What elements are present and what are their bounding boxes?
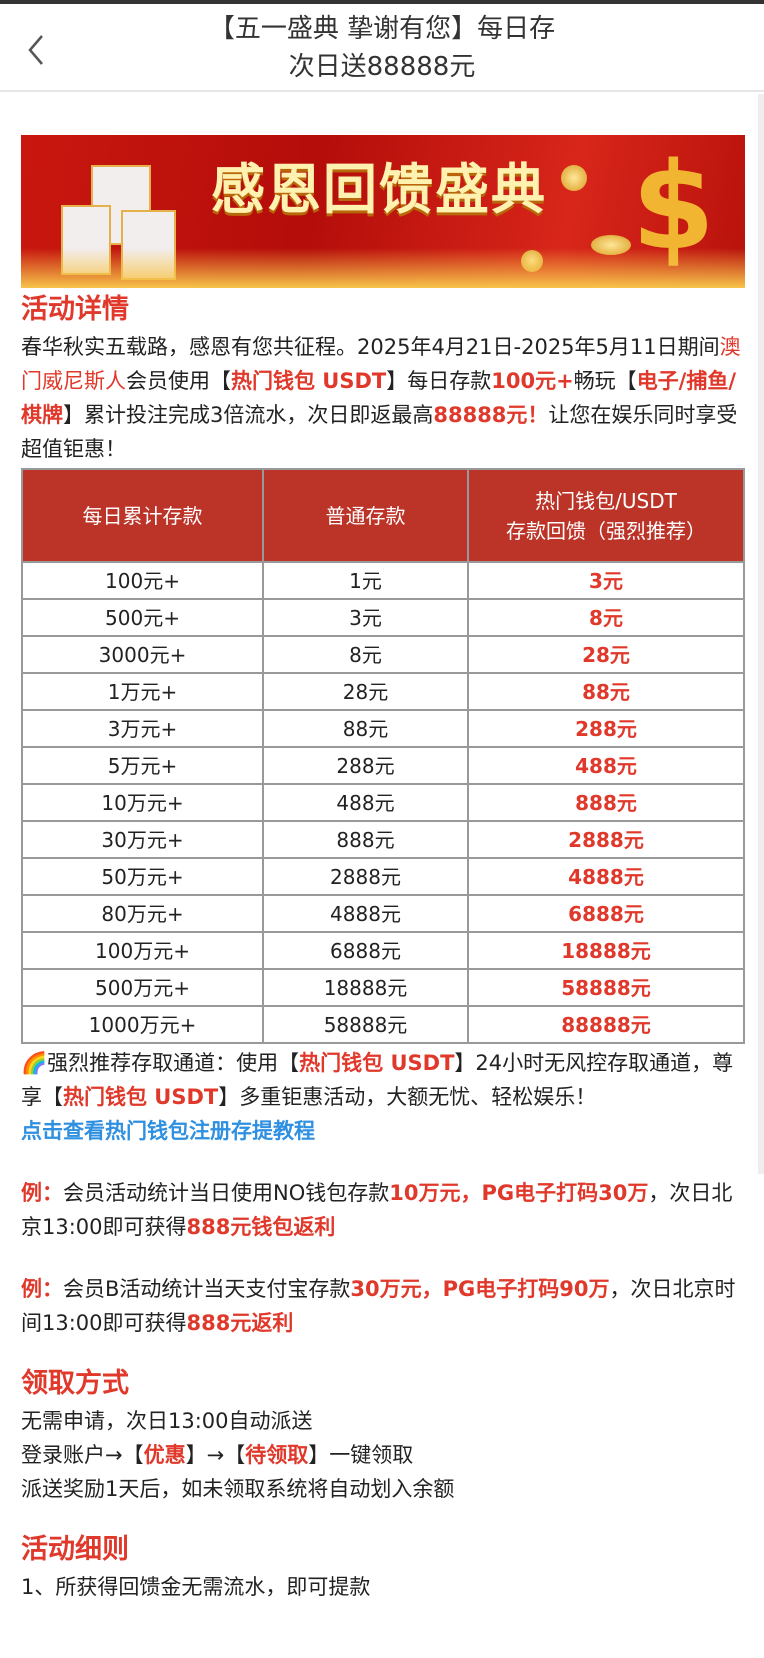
table-row: 1000万元+ 58888元 88888元 — [21, 1005, 745, 1044]
details-paragraph: 春华秋实五载路，感恩有您共征程。2025年4月21日-2025年5月11日期间澳… — [21, 335, 741, 461]
table-cell: 5万元+ — [21, 746, 264, 785]
table-cell: 1元 — [262, 561, 469, 600]
table-cell: 88888元 — [467, 1005, 745, 1044]
table-cell: 2888元 — [467, 820, 745, 859]
table-row: 100万元+ 6888元 18888元 — [21, 931, 745, 970]
table-cell: 500万元+ — [21, 968, 264, 1007]
table-cell: 88元 — [262, 709, 469, 748]
table-row: 80万元+ 4888元 6888元 — [21, 894, 745, 933]
table-row: 30万元+ 888元 2888元 — [21, 820, 745, 859]
table-row: 500元+ 3元 8元 — [21, 598, 745, 637]
table-cell: 288元 — [467, 709, 745, 748]
table-cell: 6888元 — [467, 894, 745, 933]
table-cell: 6888元 — [262, 931, 469, 970]
table-cell: 10万元+ — [21, 783, 264, 822]
title-line-2: 次日送88888元 — [288, 52, 476, 82]
table-cell: 888元 — [262, 820, 469, 859]
title-line-1: 【五一盛典 挚谢有您】每日存 — [208, 14, 556, 44]
rainbow-icon: 🌈 — [21, 1051, 48, 1075]
table-row: 5万元+ 288元 488元 — [21, 746, 745, 785]
table-cell: 288元 — [262, 746, 469, 785]
table-cell: 4888元 — [262, 894, 469, 933]
table-cell: 58888元 — [467, 968, 745, 1007]
column-header: 热门钱包/USDT 存款回馈（强烈推荐） — [467, 468, 745, 563]
section-heading-claim: 领取方式 — [21, 1368, 129, 1399]
table-cell: 3元 — [262, 598, 469, 637]
content: $ 感恩回馈盛典 活动详情 春华秋实五载路，感恩有您共征程。2025年4月21日… — [21, 135, 745, 1604]
table-cell: 58888元 — [262, 1005, 469, 1044]
table-cell: 100元+ — [21, 561, 264, 600]
table-cell: 80万元+ — [21, 894, 264, 933]
column-header: 每日累计存款 — [21, 468, 264, 563]
table-cell: 100万元+ — [21, 931, 264, 970]
table-cell: 30万元+ — [21, 820, 264, 859]
table-cell: 488元 — [262, 783, 469, 822]
rebate-table: 每日累计存款 普通存款 热门钱包/USDT 存款回馈（强烈推荐） 100元+ 1元 3… — [21, 468, 745, 1044]
table-cell: 18888元 — [467, 931, 745, 970]
nav-header: 【五一盛典 挚谢有您】每日存 次日送88888元 — [0, 4, 764, 92]
table-row: 50万元+ 2888元 4888元 — [21, 857, 745, 896]
example-1: 例：会员活动统计当日使用NO钱包存款10万元，PG电子打码30万，次日北京13:… — [21, 1181, 733, 1239]
rule-line: 1、所获得回馈金无需流水，即可提款 — [21, 1575, 371, 1599]
table-cell: 28元 — [262, 672, 469, 711]
table-cell: 88元 — [467, 672, 745, 711]
section-heading-rules: 活动细则 — [21, 1534, 129, 1565]
table-cell: 18888元 — [262, 968, 469, 1007]
recommend-paragraph: 🌈强烈推荐存取通道：使用【热门钱包 USDT】24小时无风控存取通道，尊享【热门… — [21, 1051, 734, 1109]
table-row: 10万元+ 488元 888元 — [21, 783, 745, 822]
table-cell: 3元 — [467, 561, 745, 600]
table-row: 3000元+ 8元 28元 — [21, 635, 745, 674]
table-cell: 3000元+ — [21, 635, 264, 674]
table-cell: 4888元 — [467, 857, 745, 896]
coin-image — [561, 165, 587, 191]
example-2: 例：会员B活动统计当天支付宝存款30万元，PG电子打码90万，次日北京时间13:… — [21, 1277, 736, 1335]
table-row: 3万元+ 88元 288元 — [21, 709, 745, 748]
claim-line: 无需申请，次日13:00自动派送 — [21, 1409, 313, 1433]
table-row: 100元+ 1元 3元 — [21, 561, 745, 600]
table-cell: 3万元+ — [21, 709, 264, 748]
claim-line: 登录账户→【优惠】→【待领取】一键领取 — [21, 1443, 414, 1467]
table-cell: 50万元+ — [21, 857, 264, 896]
scrollbar[interactable] — [758, 94, 764, 1174]
chevron-left-icon[interactable] — [22, 32, 52, 68]
table-cell: 500元+ — [21, 598, 264, 637]
table-cell: 8元 — [262, 635, 469, 674]
table-cell: 8元 — [467, 598, 745, 637]
table-row: 500万元+ 18888元 58888元 — [21, 968, 745, 1007]
table-cell: 1000万元+ — [21, 1005, 264, 1044]
promo-banner: $ 感恩回馈盛典 — [21, 135, 745, 288]
status-bar — [0, 0, 764, 4]
table-cell: 2888元 — [262, 857, 469, 896]
table-cell: 28元 — [467, 635, 745, 674]
column-header: 普通存款 — [262, 468, 469, 563]
page-title: 【五一盛典 挚谢有您】每日存 次日送88888元 — [150, 10, 614, 86]
banner-title: 感恩回馈盛典 — [211, 158, 547, 221]
table-cell: 888元 — [467, 783, 745, 822]
table-cell: 1万元+ — [21, 672, 264, 711]
section-heading-details: 活动详情 — [21, 294, 129, 325]
tutorial-link[interactable]: 点击查看热门钱包注册存提教程 — [21, 1119, 315, 1143]
table-row: 1万元+ 28元 88元 — [21, 672, 745, 711]
claim-line: 派送奖励1天后，如未领取系统将自动划入余额 — [21, 1477, 455, 1501]
table-cell: 488元 — [467, 746, 745, 785]
